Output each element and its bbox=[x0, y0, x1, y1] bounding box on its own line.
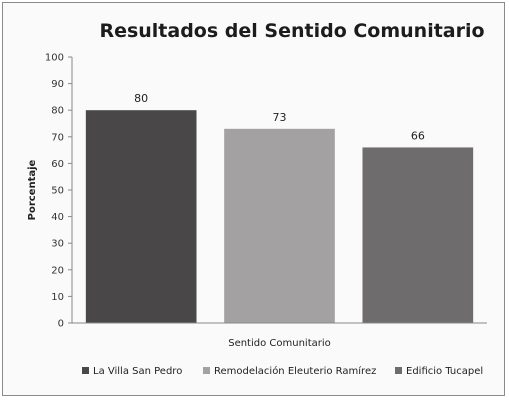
y-axis-label: Porcentaje bbox=[27, 159, 38, 220]
bar bbox=[85, 110, 197, 323]
bar bbox=[224, 128, 335, 323]
y-tick-label: 90 bbox=[51, 79, 64, 90]
legend-entry: Remodelación Eleuterio Ramírez bbox=[214, 365, 376, 377]
bars: 80 73 66 bbox=[85, 92, 474, 323]
bar bbox=[362, 147, 474, 323]
y-tick-label: 20 bbox=[51, 265, 64, 276]
y-tick-label: 10 bbox=[51, 292, 64, 303]
bar-value-label: 66 bbox=[411, 129, 425, 142]
legend: La Villa San Pedro Remodelación Eleuterio… bbox=[82, 365, 483, 377]
y-tick-label: 70 bbox=[51, 132, 64, 143]
y-tick-label: 60 bbox=[51, 159, 64, 170]
y-tick-label: 50 bbox=[51, 186, 64, 197]
y-tick-label: 30 bbox=[51, 239, 64, 250]
legend-entry: Edificio Tucapel bbox=[406, 366, 483, 377]
y-tick-label: 0 bbox=[58, 319, 64, 330]
y-tick-label: 80 bbox=[51, 106, 64, 117]
legend-swatch bbox=[203, 367, 210, 374]
legend-swatch bbox=[82, 367, 89, 374]
x-axis-label: Sentido Comunitario bbox=[228, 338, 331, 349]
bar-value-label: 80 bbox=[134, 92, 148, 105]
chart-title: Resultados del Sentido Comunitario bbox=[99, 20, 484, 42]
bar-value-label: 73 bbox=[273, 111, 287, 124]
legend-entry: La Villa San Pedro bbox=[93, 366, 182, 377]
legend-swatch bbox=[395, 367, 402, 374]
y-tick-label: 100 bbox=[45, 53, 64, 64]
y-axis-ticks: 0 10 20 30 40 50 60 70 80 90 100 bbox=[45, 53, 72, 330]
y-tick-label: 40 bbox=[51, 212, 64, 223]
